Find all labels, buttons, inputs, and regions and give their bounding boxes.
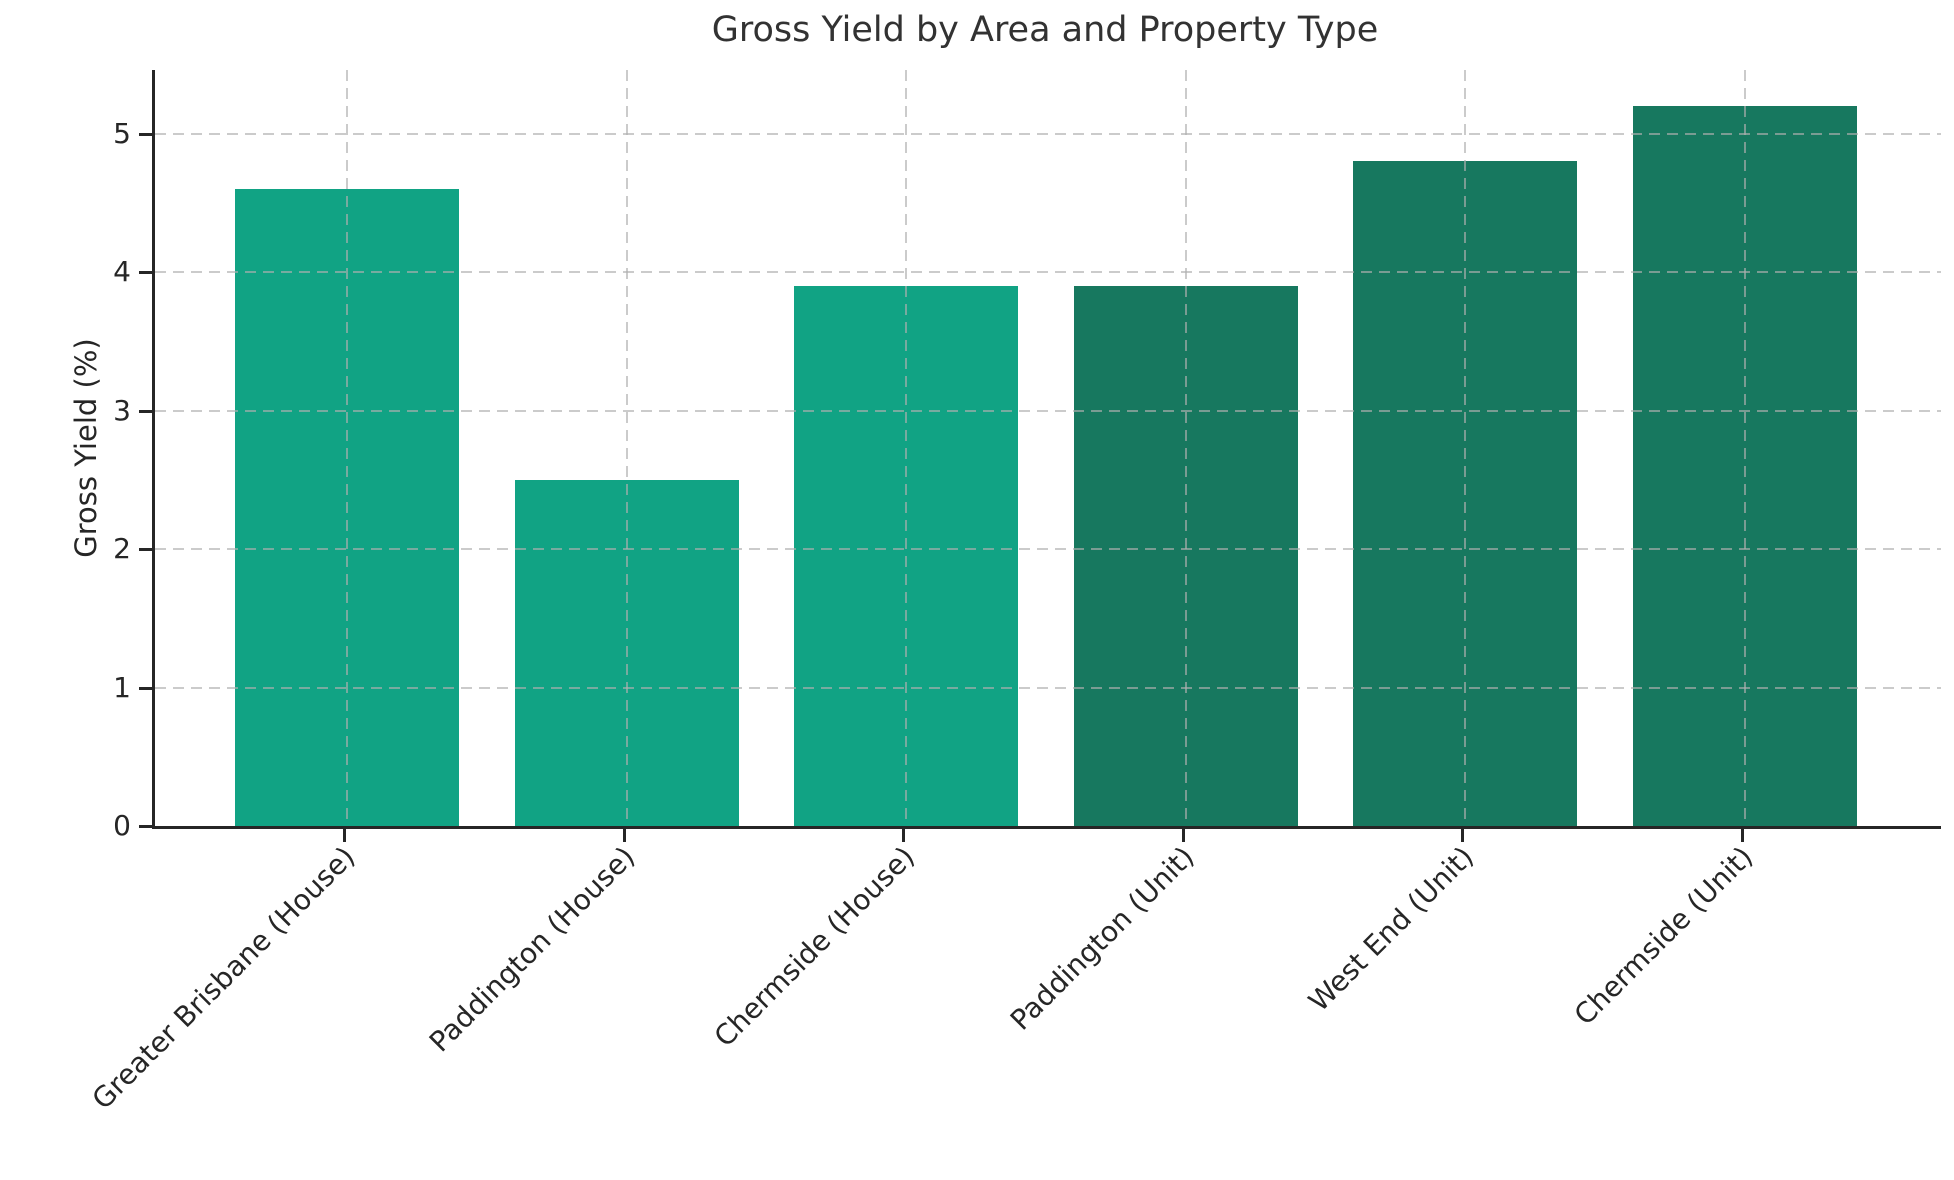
x-tick-mark [1741,829,1744,842]
chart-title: Gross Yield by Area and Property Type [711,10,1379,50]
y-tick-label: 4 [113,255,131,288]
x-tick-label: Chermside (Unit) [1567,840,1760,1032]
x-tick-mark [902,829,906,842]
x-tick-label: Paddington (Unit) [1003,840,1201,1037]
y-tick-mark [139,825,152,828]
y-tick-mark [139,132,152,136]
x-tick-mark [343,829,346,842]
x-tick-mark [1461,829,1465,842]
x-tick-label: Chermside (House) [707,840,921,1054]
y-axis-label: Gross Yield (%) [69,338,103,558]
bar [1353,161,1578,826]
x-tick-label: Greater Brisbane (House) [85,840,362,1116]
plot-area [152,70,1941,829]
y-tick-label: 5 [113,116,131,150]
y-tick-mark [139,548,152,551]
x-tick-label: West End (Unit) [1301,840,1480,1018]
bar [1633,105,1857,826]
y-tick-mark [139,686,152,690]
y-tick-label: 0 [113,809,131,842]
bar [794,285,1019,826]
bars-layer [155,70,1941,826]
x-tick-mark [1181,829,1185,842]
y-tick-label: 3 [113,393,131,427]
y-tick-label: 1 [113,670,131,704]
bar [235,188,459,826]
y-tick-mark [139,409,152,413]
x-tick-label: Paddington (House) [422,840,641,1059]
x-tick-mark [622,829,626,842]
bar [1073,285,1298,826]
y-tick-mark [139,271,152,274]
y-tick-label: 2 [113,532,131,565]
bar [514,479,739,826]
